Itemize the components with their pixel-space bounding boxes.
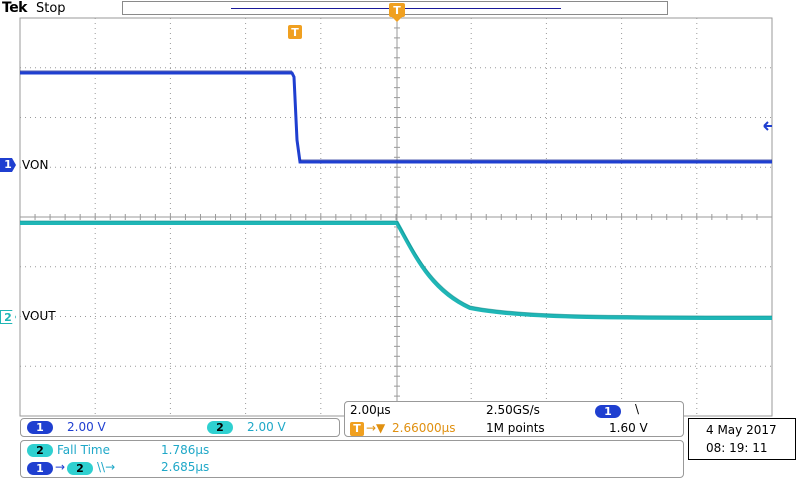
measurement-1-source: 2 (27, 444, 53, 457)
measurement-1-name: Fall Time (57, 443, 111, 457)
acquisition-state: Stop (36, 1, 66, 16)
timebase-panel[interactable]: 2.00µs 2.50GS/s 1 \ T →▼ 2.66000µs 1M po… (344, 401, 684, 437)
measurement-2-target: 2 (67, 462, 93, 475)
ch2-scale: 2.00 V (247, 420, 286, 434)
ch2-waveform (20, 221, 773, 320)
time: 08: 19: 11 (706, 441, 768, 455)
trigger-delay-icon: T (350, 422, 364, 436)
ch1-scale: 2.00 V (67, 420, 106, 434)
measurements-panel[interactable]: 2 Fall Time 1.786µs 1 → 2 \\→ 2.685µs (20, 440, 684, 478)
ch1-ground-marker[interactable]: 1 (0, 158, 16, 172)
ch2-label: VOUT (22, 309, 56, 323)
datetime-panel: 4 May 2017 08: 19: 11 (688, 418, 796, 460)
measurement-2-value: 2.685µs (161, 460, 210, 474)
ch1-label: VON (22, 158, 49, 172)
vertical-settings-panel[interactable]: 1 2.00 V 2 2.00 V (20, 418, 340, 437)
ch2-ground-marker[interactable]: 2 (0, 310, 16, 324)
date: 4 May 2017 (706, 423, 777, 437)
graticule (19, 17, 773, 417)
horizontal-scale: 2.00µs (350, 403, 391, 417)
sample-rate: 2.50GS/s (486, 403, 540, 417)
brand-logo: Tek (2, 0, 28, 16)
trigger-source-badge: 1 (595, 405, 621, 418)
svg-text:T: T (291, 26, 299, 39)
svg-text:T: T (393, 4, 401, 17)
trigger-level-arrow[interactable] (763, 121, 772, 131)
ch1-waveform (20, 71, 772, 164)
trigger-time-marker[interactable]: T (288, 25, 302, 39)
trigger-position-marker[interactable]: T (389, 3, 405, 22)
ch1-badge: 1 (27, 421, 53, 434)
trigger-delay: 2.66000µs (392, 421, 456, 435)
ch2-badge: 2 (207, 421, 233, 434)
record-length: 1M points (486, 421, 545, 435)
measurement-2-name: \\→ (97, 460, 116, 474)
trigger-slope-icon: \ (635, 402, 640, 416)
trigger-level: 1.60 V (609, 421, 648, 435)
measurement-2-source: 1 (27, 462, 53, 475)
measurement-1-value: 1.786µs (161, 443, 210, 457)
